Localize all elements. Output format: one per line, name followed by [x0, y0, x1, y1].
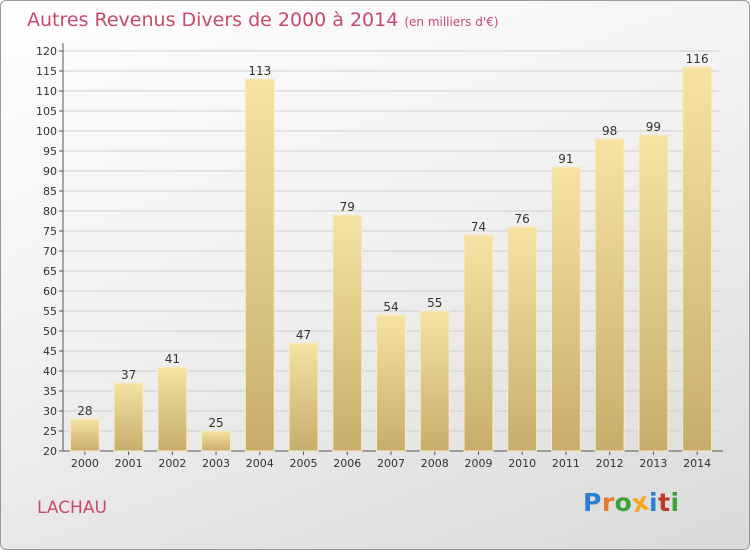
y-tick-label: 115	[36, 65, 57, 78]
y-tick-label: 110	[36, 85, 57, 98]
y-tick-label: 35	[43, 385, 57, 398]
bar-2000	[69, 418, 100, 452]
y-tick-label: 20	[43, 445, 57, 458]
data-label: 74	[471, 220, 486, 234]
data-label: 113	[248, 64, 271, 78]
bar-2009	[463, 234, 494, 452]
logo-letter: i	[649, 488, 659, 517]
y-tick-label: 85	[43, 185, 57, 198]
bar-2010	[507, 226, 538, 452]
bar-2011	[551, 166, 581, 452]
bar-2004	[244, 78, 275, 452]
x-tick-label: 2006	[333, 457, 361, 470]
bar-2002	[157, 366, 188, 452]
axes: 20 25 30 35 40 45 50 55 60 65 70 75 80 85 90 95 100 105 11…	[36, 43, 723, 470]
y-tick-label: 40	[43, 365, 57, 378]
data-label: 76	[515, 212, 530, 226]
bar-2014	[682, 66, 713, 452]
x-tick-label: 2014	[683, 457, 711, 470]
data-label: 41	[165, 352, 180, 366]
x-tick-label: 2013	[639, 457, 667, 470]
data-label: 79	[340, 200, 355, 214]
bar-2012	[594, 138, 625, 452]
x-tick-label: 2001	[115, 457, 143, 470]
x-tick-label: 2011	[552, 457, 580, 470]
data-label: 25	[208, 416, 223, 430]
data-label: 116	[686, 52, 709, 66]
x-tick-label: 2003	[202, 457, 230, 470]
data-label: 28	[77, 404, 92, 418]
data-label: 98	[602, 124, 617, 138]
y-tick-label: 65	[43, 265, 57, 278]
y-tick-label: 60	[43, 285, 57, 298]
location-label: LACHAU	[37, 498, 107, 518]
chart-title: Autres Revenus Divers de 2000 à 2014 (en …	[27, 9, 498, 31]
y-tick-label: 50	[43, 325, 57, 338]
y-tick-label: 80	[43, 205, 57, 218]
y-tick-label: 95	[43, 145, 57, 158]
proxiti-logo: Proxiti	[583, 487, 680, 519]
bars	[69, 66, 713, 452]
data-label: 99	[646, 120, 661, 134]
y-tick-label: 120	[36, 45, 57, 58]
x-tick-label: 2004	[246, 457, 274, 470]
x-tick-label: 2002	[158, 457, 186, 470]
logo-letter: o	[614, 488, 633, 517]
logo-letter: i	[670, 488, 680, 517]
data-label: 54	[383, 300, 398, 314]
x-tick-label: 2010	[508, 457, 536, 470]
y-tick-label: 105	[36, 105, 57, 118]
bar-2008	[419, 310, 450, 452]
x-tick-label: 2000	[71, 457, 99, 470]
y-tick-label: 70	[43, 245, 57, 258]
y-tick-label: 30	[43, 405, 57, 418]
x-tick-label: 2005	[290, 457, 318, 470]
data-label: 55	[427, 296, 442, 310]
data-label: 47	[296, 328, 311, 342]
logo-letter: t	[658, 488, 671, 517]
y-tick-label: 90	[43, 165, 57, 178]
bar-2013	[638, 134, 669, 452]
bar-2007	[376, 314, 406, 452]
y-tick-label: 45	[43, 345, 57, 358]
data-label: 91	[558, 152, 573, 166]
bar-2006	[332, 214, 363, 452]
bar-2005	[288, 342, 319, 452]
y-tick-label: 25	[43, 425, 57, 438]
bar-2001	[113, 382, 144, 452]
logo-letter: P	[583, 488, 602, 517]
y-tick-label: 55	[43, 305, 57, 318]
data-label: 37	[121, 368, 136, 382]
x-tick-label: 2009	[464, 457, 492, 470]
y-tick-label: 100	[36, 125, 57, 138]
x-tick-label: 2012	[596, 457, 624, 470]
logo-letter: r	[601, 488, 615, 517]
chart-unit-note: (en milliers d'€)	[404, 15, 499, 29]
bar-2003	[201, 430, 231, 452]
data-labels: 28 37 41 25 113 47 79 54 55 74 76 91 98 99 116	[77, 52, 708, 430]
x-tick-label: 2008	[421, 457, 449, 470]
chart-title-text: Autres Revenus Divers de 2000 à 2014	[27, 9, 399, 31]
x-tick-label: 2007	[377, 457, 405, 470]
y-tick-label: 75	[43, 225, 57, 238]
